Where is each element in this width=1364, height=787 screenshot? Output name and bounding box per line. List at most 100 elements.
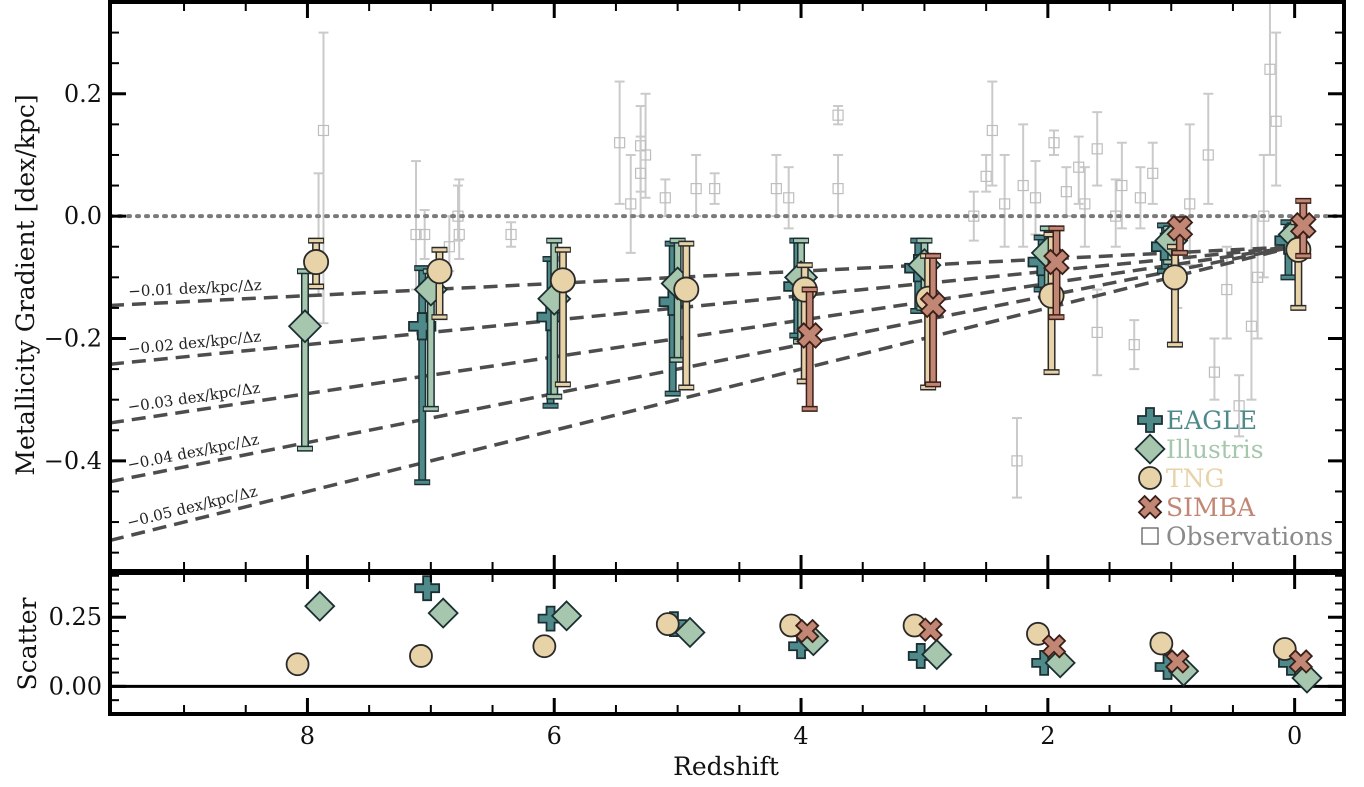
tng-point: [673, 276, 700, 303]
x-tick-label: 2: [1040, 722, 1055, 750]
scatter-eagle-point: [414, 575, 441, 602]
scatter-illustris-point: [427, 597, 459, 629]
observation-point: [635, 140, 647, 152]
legend-eagle-marker: [1137, 407, 1163, 433]
scatter-illustris-point: [921, 638, 953, 671]
legend-illustris-label: Illustris: [1166, 435, 1264, 464]
eagle-point: [408, 312, 437, 341]
observation-point: [999, 198, 1011, 210]
y-tick-label: −0.4: [44, 447, 102, 475]
observation-point: [317, 124, 330, 137]
observation-point: [410, 228, 422, 241]
observation-point: [625, 198, 637, 210]
scatter-tng-point: [409, 644, 433, 668]
observation-point: [1245, 320, 1258, 332]
observation-point: [783, 192, 795, 204]
scatter-eagle-point: [1031, 649, 1058, 676]
x-tick-label: 8: [300, 722, 315, 750]
scatter-illustris-point: [304, 590, 336, 622]
simba-point: [1043, 248, 1070, 276]
reference-line: [109, 244, 1295, 308]
observation-point: [1048, 137, 1060, 149]
scatter-tng-point: [1149, 631, 1174, 656]
observation-point: [419, 228, 431, 241]
tng-point: [303, 249, 330, 276]
observation-point: [1110, 210, 1122, 222]
observation-point: [1029, 192, 1042, 204]
reference-line: [109, 245, 1295, 425]
scatter-simba-point: [1165, 649, 1190, 674]
y-tick-label: −0.2: [44, 325, 102, 353]
reference-line: [109, 245, 1295, 484]
reference-line: [109, 244, 1295, 366]
reference-line-label: −0.01 dex/kpc/Δz: [128, 276, 262, 301]
observation-point: [968, 210, 980, 222]
y-tick-label: 0.00: [49, 672, 102, 700]
scatter-simba-point: [794, 618, 820, 644]
reference-line-label: −0.02 dex/kpc/Δz: [127, 327, 262, 358]
observation-point: [639, 149, 652, 161]
scatter-illustris-point: [1044, 647, 1076, 679]
legend-tng-marker: [1138, 466, 1162, 490]
observation-point: [832, 183, 844, 195]
observation-point: [659, 192, 671, 204]
observation-point: [770, 183, 782, 195]
scatter-simba-point: [918, 617, 943, 642]
observation-point: [505, 228, 517, 241]
observation-point: [1017, 179, 1029, 192]
observation-point: [980, 170, 992, 182]
tng-point: [549, 267, 576, 294]
scatter-simba-point: [1041, 633, 1067, 659]
observation-point: [443, 241, 455, 253]
scatter-illustris-point: [674, 616, 706, 649]
observation-point: [1147, 167, 1159, 179]
illustris-point: [287, 309, 323, 344]
observation-point: [1128, 339, 1140, 351]
scatter-y-axis-title: Scatter: [13, 598, 42, 691]
observation-point: [709, 183, 721, 195]
legend-observations-marker: [1141, 527, 1159, 545]
main-panel: −0.01 dex/kpc/Δz −0.02 dex/kpc/Δz −0.03 de…: [44, 0, 1346, 573]
observation-point: [1134, 192, 1146, 204]
observation-point: [635, 167, 647, 179]
main-y-axis-title: Metallicity Gradient [dex/kpc]: [11, 94, 40, 475]
legend-eagle-label: EAGLE: [1166, 406, 1257, 435]
observation-point: [1116, 179, 1128, 192]
scatter-simba-series: [794, 617, 1314, 674]
scatter-simba-point: [1288, 649, 1314, 674]
observation-point: [1073, 161, 1085, 173]
observation-point: [452, 210, 464, 222]
simba-point: [1289, 211, 1317, 239]
x-axis-title: Redshift: [673, 752, 779, 781]
tng-point: [426, 258, 453, 285]
scatter-axes-frame: [108, 571, 1346, 716]
observation-point: [1011, 455, 1023, 467]
scatter-tng-point: [655, 612, 680, 637]
legend-simba-label: SIMBA: [1166, 493, 1256, 522]
observation-point: [1270, 115, 1282, 127]
observation-point: [986, 124, 998, 137]
observation-point: [614, 137, 626, 149]
x-tick-label: 6: [547, 722, 562, 750]
y-tick-label: 0.25: [49, 603, 102, 631]
reference-line-label: −0.03 dex/kpc/Δz: [126, 379, 261, 416]
tng-point: [1161, 264, 1188, 291]
legend-illustris-marker: [1134, 433, 1166, 465]
scatter-illustris-point: [550, 600, 583, 632]
simba-point: [1166, 214, 1194, 242]
legend-simba-marker: [1137, 494, 1163, 520]
observation-point: [1258, 210, 1270, 222]
x-tick-label: 4: [793, 722, 808, 750]
scatter-illustris-point: [1291, 662, 1323, 694]
observation-point: [1221, 283, 1233, 296]
reference-line-label: −0.04 dex/kpc/Δz: [126, 430, 261, 474]
observation-point: [1184, 198, 1196, 210]
x-tick-label: 0: [1287, 722, 1302, 750]
simba-point: [919, 291, 947, 319]
y-tick-label: 0.2: [64, 80, 102, 108]
observation-point: [832, 109, 844, 121]
observation-point: [1079, 198, 1091, 210]
observation-point: [1202, 149, 1214, 161]
legend-tng-label: TNG: [1166, 464, 1225, 493]
